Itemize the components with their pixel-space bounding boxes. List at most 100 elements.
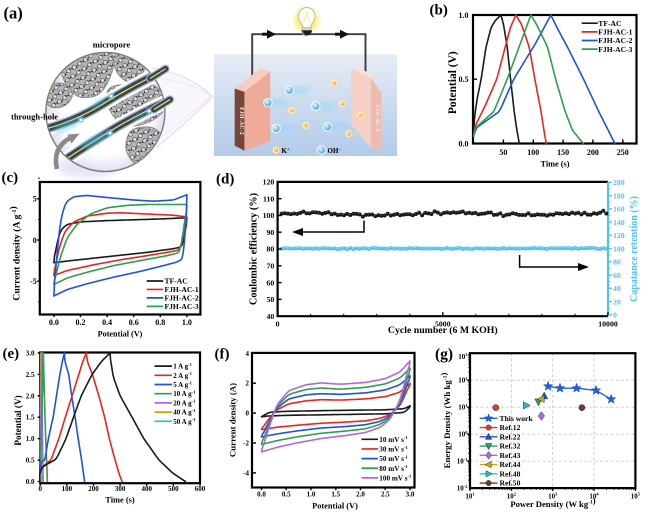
svg-text:FJH-AC-3: FJH-AC-3: [165, 302, 199, 311]
svg-text:50: 50: [267, 295, 275, 304]
svg-text:0: 0: [613, 311, 617, 320]
svg-text:103: 103: [548, 492, 558, 501]
svg-text:90: 90: [267, 228, 275, 237]
svg-text:Time (s): Time (s): [105, 496, 135, 505]
svg-text:0.8: 0.8: [155, 318, 165, 327]
svg-text:FJH-AC-2: FJH-AC-2: [598, 36, 632, 45]
svg-text:0.5: 0.5: [282, 491, 291, 499]
svg-text:(g): (g): [435, 346, 453, 363]
svg-text:0: 0: [246, 410, 250, 418]
svg-text:OH−: OH−: [328, 146, 342, 155]
svg-text:(b): (b): [430, 3, 448, 19]
svg-text:micropore: micropore: [93, 40, 131, 50]
svg-text:40: 40: [613, 284, 621, 293]
svg-text:-5: -5: [30, 277, 37, 286]
svg-text:40: 40: [267, 312, 275, 321]
svg-text:Coulombic efficiency (%): Coulombic efficiency (%): [249, 193, 260, 305]
svg-text:102: 102: [458, 376, 468, 385]
svg-text:FJH-AC-1: FJH-AC-1: [598, 27, 632, 36]
svg-text:Current density (A): Current density (A): [228, 383, 238, 457]
svg-text:FJH-AC-1: FJH-AC-1: [165, 285, 199, 294]
svg-text:0.0: 0.0: [49, 318, 59, 327]
svg-text:150: 150: [557, 148, 569, 157]
svg-text:TF-AC: TF-AC: [598, 19, 621, 28]
svg-text:10000: 10000: [598, 320, 618, 329]
svg-text:0: 0: [33, 236, 37, 245]
svg-text:180: 180: [613, 191, 625, 200]
svg-text:Capatance retention (%): Capatance retention (%): [629, 196, 640, 302]
svg-text:10-1: 10-1: [457, 457, 468, 466]
svg-text:Ref.12: Ref.12: [500, 423, 521, 432]
svg-text:3.0: 3.0: [406, 491, 415, 499]
svg-text:400: 400: [141, 485, 152, 493]
svg-text:70: 70: [267, 262, 275, 271]
svg-text:0.4: 0.4: [102, 318, 112, 327]
svg-text:Ref.32: Ref.32: [500, 442, 521, 451]
svg-text:1.0: 1.0: [182, 318, 192, 327]
svg-text:200: 200: [587, 148, 599, 157]
svg-text:100: 100: [613, 244, 625, 253]
svg-text:0.0: 0.0: [459, 139, 469, 148]
svg-text:FJH-AC-2: FJH-AC-2: [374, 105, 380, 132]
svg-text:160: 160: [613, 205, 625, 214]
svg-text:2.5: 2.5: [381, 491, 390, 499]
svg-text:1.0: 1.0: [307, 491, 316, 499]
svg-text:Ref.50: Ref.50: [500, 479, 521, 488]
svg-text:Potential (V): Potential (V): [13, 395, 23, 445]
svg-text:100: 100: [527, 148, 539, 157]
svg-text:20: 20: [613, 297, 621, 306]
svg-text:60: 60: [267, 278, 275, 287]
svg-text:110: 110: [263, 194, 274, 203]
svg-text:Ref.43: Ref.43: [500, 451, 521, 460]
svg-text:200: 200: [613, 178, 625, 187]
svg-text:200: 200: [88, 485, 99, 493]
svg-text:10-2: 10-2: [457, 484, 468, 493]
svg-text:10 mV s-1: 10 mV s-1: [379, 435, 408, 444]
svg-text:FJH-AC-3: FJH-AC-3: [598, 45, 632, 54]
svg-text:50: 50: [499, 148, 507, 157]
svg-text:10 A g-1: 10 A g-1: [173, 390, 196, 399]
svg-text:Ref.44: Ref.44: [500, 460, 521, 469]
svg-text:1.5: 1.5: [26, 414, 35, 422]
svg-text:30 mV s-1: 30 mV s-1: [379, 445, 408, 454]
svg-text:0.5: 0.5: [26, 457, 35, 465]
svg-text:FJH-AC-2: FJH-AC-2: [165, 294, 199, 303]
svg-text:0: 0: [276, 320, 280, 329]
svg-text:1.0: 1.0: [459, 11, 469, 20]
svg-text:2: 2: [246, 380, 250, 388]
svg-text:(e): (e): [3, 346, 20, 362]
svg-text:102: 102: [507, 492, 517, 501]
svg-text:100 mV s-1: 100 mV s-1: [379, 474, 412, 483]
svg-text:100: 100: [62, 485, 73, 493]
svg-text:120: 120: [263, 178, 275, 187]
svg-text:50 A g-1: 50 A g-1: [173, 417, 196, 426]
svg-text:500: 500: [168, 485, 179, 493]
svg-text:0.5: 0.5: [459, 75, 469, 84]
svg-text:40 A g-1: 40 A g-1: [173, 408, 196, 417]
svg-text:Power Density (W kg-1): Power Density (W kg-1): [510, 496, 595, 509]
svg-text:2.0: 2.0: [356, 491, 365, 499]
svg-text:(c): (c): [2, 170, 19, 186]
svg-text:140: 140: [613, 218, 625, 227]
svg-text:(a): (a): [4, 4, 23, 23]
svg-text:2.0: 2.0: [26, 392, 35, 400]
svg-text:5000: 5000: [435, 320, 451, 329]
svg-text:K+: K+: [282, 146, 290, 155]
svg-text:120: 120: [613, 231, 625, 240]
svg-text:300: 300: [115, 485, 126, 493]
svg-text:80: 80: [613, 258, 621, 267]
svg-text:1.5: 1.5: [331, 491, 340, 499]
svg-text:5 A g-1: 5 A g-1: [173, 380, 192, 389]
svg-text:600: 600: [195, 485, 206, 493]
svg-text:80: 80: [267, 245, 275, 254]
svg-text:0.0: 0.0: [257, 491, 266, 499]
svg-text:Cycle number (6 M KOH): Cycle number (6 M KOH): [388, 325, 498, 336]
svg-text:-4: -4: [243, 469, 249, 477]
svg-text:TF-AC: TF-AC: [165, 277, 188, 286]
svg-text:4: 4: [246, 350, 250, 358]
svg-text:0.0: 0.0: [26, 478, 35, 486]
svg-text:through-hole: through-hole: [11, 112, 58, 122]
svg-text:0.2: 0.2: [76, 318, 86, 327]
svg-text:3.0: 3.0: [26, 349, 35, 357]
svg-text:80 mV s-1: 80 mV s-1: [379, 464, 408, 473]
